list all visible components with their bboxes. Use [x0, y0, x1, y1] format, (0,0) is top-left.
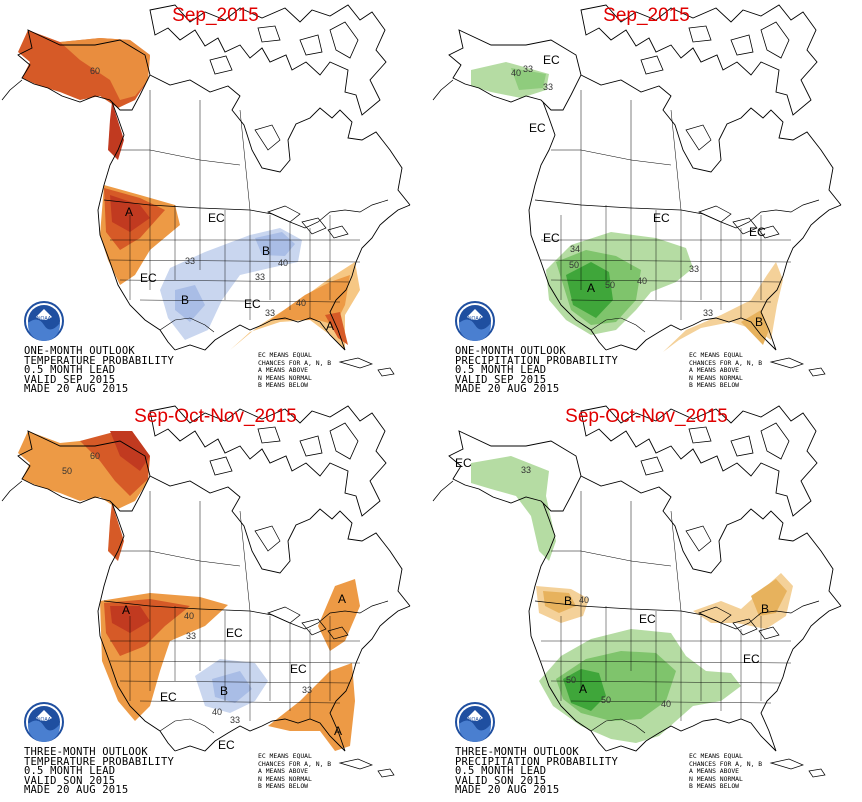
- outlook-info: ONE-MONTH OUTLOOK PRECIPITATION PROBABILI…: [455, 345, 619, 396]
- map-label: 40: [212, 707, 222, 717]
- map-label: B: [564, 594, 572, 608]
- map-label: EC: [160, 690, 177, 704]
- map-label: 33: [302, 685, 312, 695]
- noaa-logo-icon: [24, 702, 64, 743]
- map-label: EC: [226, 626, 243, 640]
- noaa-logo-icon: [455, 702, 495, 743]
- northwest-above-area: [471, 456, 556, 561]
- map-label: 33: [265, 308, 275, 318]
- southeast-above-area: [268, 663, 355, 751]
- map-label: B: [220, 684, 228, 698]
- map-label: EC: [653, 211, 670, 225]
- map-label: EC: [743, 652, 760, 666]
- panel-title: Sep-Oct-Nov_2015: [565, 406, 728, 427]
- map-label: 33: [186, 631, 196, 641]
- map-label: EC: [543, 231, 560, 245]
- map-label: EC: [140, 271, 157, 285]
- map-label: B: [761, 602, 769, 616]
- map-label: 33: [703, 308, 713, 318]
- map-label: EC: [218, 738, 235, 752]
- map-label: 40: [661, 699, 671, 709]
- map-label: EC: [749, 225, 766, 239]
- noaa-logo-icon: [24, 301, 64, 342]
- map-label: 50: [566, 675, 576, 685]
- map-label: A: [579, 682, 587, 696]
- northeast-above-area: [318, 579, 360, 651]
- map-label: 33: [185, 256, 195, 266]
- temp-month-panel: 60 A EC EC B 40 33 33 B EC 33 40 A Sep_2…: [0, 0, 431, 401]
- map-label: 50: [569, 260, 579, 270]
- precip-season-panel: EC 33 B 40 EC B EC 50 A 50 40 Sep-Oct-No…: [431, 401, 862, 802]
- temp-season-map: 60 50 A 40 33 EC A EC EC B 40 33 33 EC A: [1, 405, 411, 778]
- outlook-info: THREE-MONTH OUTLOOK TEMPERATURE PROBABILI…: [24, 746, 174, 797]
- map-label: 40: [296, 298, 306, 308]
- map-label: A: [125, 205, 133, 219]
- map-label: 34: [570, 244, 580, 254]
- panel-title: Sep_2015: [603, 5, 690, 26]
- outlook-info: ONE-MONTH OUTLOOK TEMPERATURE PROBABILITY…: [24, 345, 174, 396]
- map-label: 33: [543, 82, 553, 92]
- map-label: EC: [543, 53, 560, 67]
- map-label: B: [181, 293, 189, 307]
- map-label: 60: [90, 66, 100, 76]
- outlook-info: THREE-MONTH OUTLOOK PRECIPITATION PROBABI…: [455, 746, 619, 797]
- map-label: EC: [244, 297, 261, 311]
- map-label: 40: [511, 68, 521, 78]
- map-label: B: [262, 244, 270, 258]
- map-label: A: [338, 592, 346, 606]
- map-label: 40: [579, 595, 589, 605]
- map-label: EC: [290, 662, 307, 676]
- map-label: A: [122, 603, 130, 617]
- map-label: 60: [90, 451, 100, 461]
- precip-month-map: EC 40 33 33 EC EC EC EC 34 50 A 50 40 33…: [432, 4, 842, 377]
- map-label: B: [755, 315, 763, 329]
- temp-month-map: 60 A EC EC B 40 33 33 B EC 33 40 A: [1, 4, 411, 377]
- map-label: 40: [637, 276, 647, 286]
- temp-season-panel: 60 50 A 40 33 EC A EC EC B 40 33 33 EC A…: [0, 401, 431, 802]
- map-label: 40: [278, 258, 288, 268]
- map-label: EC: [208, 211, 225, 225]
- map-label: 33: [255, 272, 265, 282]
- map-label: 40: [184, 611, 194, 621]
- map-label: A: [334, 724, 342, 738]
- map-label: 50: [62, 466, 72, 476]
- noaa-logo-icon: [455, 301, 495, 342]
- map-label: 33: [230, 715, 240, 725]
- map-label: 33: [521, 465, 531, 475]
- map-label: A: [326, 319, 334, 333]
- precip-season-map: EC 33 B 40 EC B EC 50 A 50 40: [432, 405, 842, 778]
- map-label: EC: [639, 612, 656, 626]
- map-label: EC: [529, 121, 546, 135]
- precip-month-panel: EC 40 33 33 EC EC EC EC 34 50 A 50 40 33…: [431, 0, 862, 401]
- map-label: 50: [601, 695, 611, 705]
- map-label: 50: [605, 280, 615, 290]
- map-label: 33: [689, 264, 699, 274]
- map-label: EC: [455, 456, 472, 470]
- panel-title: Sep_2015: [172, 5, 259, 26]
- map-label: 33: [523, 64, 533, 74]
- southeast-below-area: [663, 262, 783, 352]
- map-label: A: [587, 281, 595, 295]
- panel-title: Sep-Oct-Nov_2015: [134, 406, 297, 427]
